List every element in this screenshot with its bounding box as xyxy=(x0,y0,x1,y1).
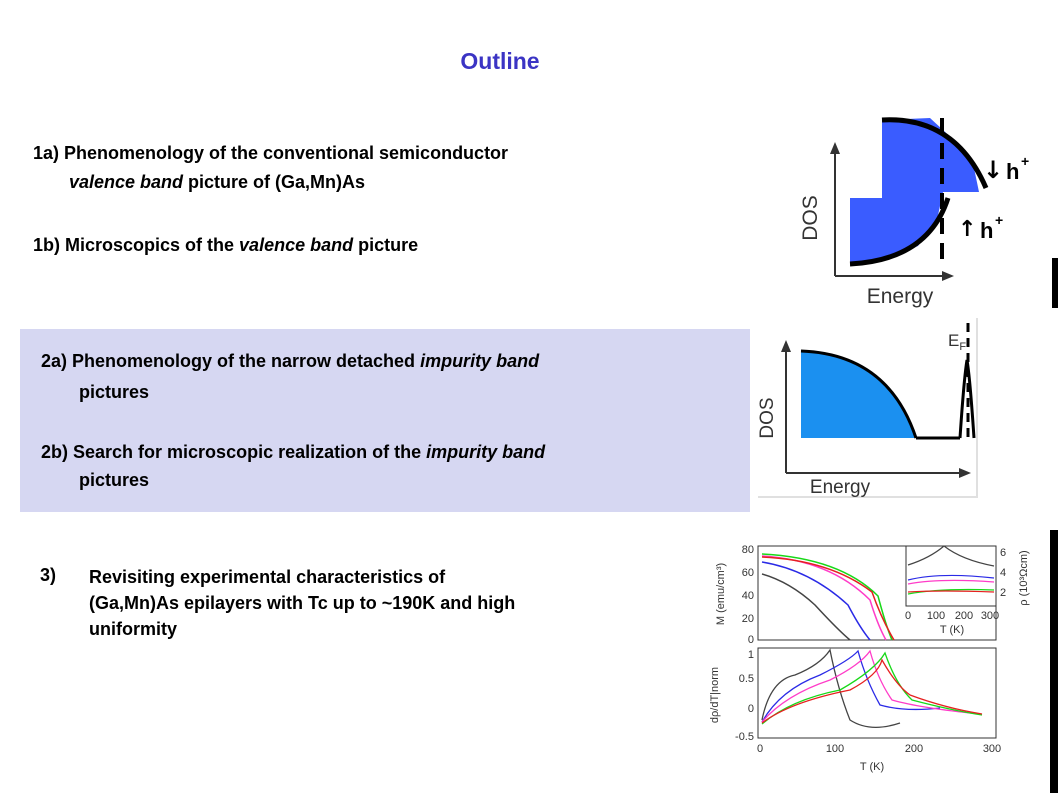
experimental-figure: 80 60 40 20 0 M (emu/cm³) 6 4 2 ρ (10³Ωc… xyxy=(709,530,1058,793)
inset-xtick: 300 xyxy=(981,610,999,622)
d-curve-magenta xyxy=(761,649,981,723)
dos-figure-valence-band: DOS Energy ↓ h + ↑ h + xyxy=(800,117,1058,308)
dos1-band-fill xyxy=(850,118,979,264)
magnetization-curves xyxy=(761,553,895,641)
rho-ylabel: ρ (10³Ωcm) xyxy=(1018,550,1030,605)
derivative-panel-frame xyxy=(757,647,997,739)
m-curve-blue xyxy=(761,561,871,641)
arrow-down-icon: ↓ xyxy=(983,156,1003,184)
rho-curve-red xyxy=(907,590,995,593)
item-2a-prefix: 2a) Phenomenology of the narrow detached xyxy=(41,351,421,371)
hole-plus-top: + xyxy=(1021,153,1029,169)
dos-figure-impurity-band: EF DOS Energy xyxy=(758,318,978,498)
d-xtick: 200 xyxy=(905,743,923,755)
edge-strip xyxy=(1052,258,1058,308)
rho-ytick: 4 xyxy=(1000,567,1006,579)
item-1a-suffix: picture of (Ga,Mn)As xyxy=(183,172,366,192)
outline-item-1b: 1b) Microscopics of the valence band pic… xyxy=(33,234,418,256)
d-curve-blue xyxy=(761,649,941,723)
outline-item-3-number: 3) xyxy=(40,565,57,585)
m-curve-gray xyxy=(761,573,851,641)
m-ytick: 60 xyxy=(742,567,754,579)
d-xtick: 0 xyxy=(757,743,763,755)
outline-item-1a: 1a) Phenomenology of the conventional se… xyxy=(33,142,508,193)
hole-label-bottom: h xyxy=(980,218,993,243)
m-ytick: 40 xyxy=(742,590,754,602)
dos2-band-fill xyxy=(801,351,916,438)
item-1b-suffix: picture xyxy=(353,235,419,255)
item-2a-line2: pictures xyxy=(79,382,150,402)
dos1-xlabel: Energy xyxy=(867,285,934,308)
edge-strip xyxy=(1050,530,1058,793)
inset-xtick: 0 xyxy=(905,610,911,622)
hole-label-top: h xyxy=(1006,159,1019,184)
item-2b-prefix: 2b) Search for microscopic realization o… xyxy=(41,442,427,462)
d-ytick: 0.5 xyxy=(739,673,754,685)
rho-ytick: 6 xyxy=(1000,547,1006,559)
d-xtick: 100 xyxy=(826,743,844,755)
outline-item-2a: 2a) Phenomenology of the narrow detached… xyxy=(41,350,539,403)
rho-curve-blue xyxy=(907,574,995,581)
m-curve-magenta xyxy=(761,555,887,641)
d-ytick: 0 xyxy=(748,703,754,715)
inset-xtick: 200 xyxy=(955,610,973,622)
d-curve-gray xyxy=(761,648,901,728)
item-1a-line2: valence band picture of (Ga,Mn)As xyxy=(69,171,508,193)
item-2b-line2: pictures xyxy=(79,470,150,490)
m-curve-red xyxy=(761,556,895,641)
m-ytick: 80 xyxy=(742,544,754,556)
rho-ytick: 2 xyxy=(1000,587,1006,599)
d-curve-red xyxy=(761,658,983,724)
d-xtick: 300 xyxy=(983,743,1001,755)
d-ytick: 1 xyxy=(748,649,754,661)
dos2-y-arrow xyxy=(781,340,791,352)
item-3-line2: (Ga,Mn)As epilayers with Tc up to ~190K … xyxy=(89,593,516,613)
dos2-x-arrow xyxy=(959,468,971,478)
dos1-upper-curve xyxy=(881,117,989,189)
item-1a-italic: valence band xyxy=(69,172,184,192)
derivative-curves xyxy=(761,648,983,728)
item-1a-line1: 1a) Phenomenology of the conventional se… xyxy=(33,143,509,163)
dos1-lower-curve xyxy=(849,197,951,267)
slide-title: Outline xyxy=(460,48,540,74)
rho-curve-green xyxy=(907,588,995,595)
m-ytick: 20 xyxy=(742,613,754,625)
arrow-up-icon: ↑ xyxy=(958,217,976,242)
dos1-x-arrow xyxy=(942,271,954,281)
impurity-band-panel xyxy=(20,329,750,512)
dos1-ylabel: DOS xyxy=(800,195,822,241)
hole-plus-bottom: + xyxy=(995,212,1003,228)
dos2-ylabel: DOS xyxy=(758,397,778,438)
d-ylabel: dρ/dT|norm xyxy=(709,667,721,723)
rho-curve-gray xyxy=(907,545,995,567)
item-3-line1: Revisiting experimental characteristics … xyxy=(89,567,446,587)
d-curve-green xyxy=(761,651,983,725)
dos1-y-arrow xyxy=(830,142,840,154)
outline-item-3: Revisiting experimental characteristics … xyxy=(89,564,515,642)
m-ylabel: M (emu/cm³) xyxy=(715,563,727,625)
dos2-ef-label: EF xyxy=(948,331,966,353)
m-ytick: 0 xyxy=(748,634,754,646)
item-2b-italic: impurity band xyxy=(426,442,546,462)
d-ytick: -0.5 xyxy=(735,731,754,743)
item-2a-italic: impurity band xyxy=(420,351,540,371)
item-3-line3: uniformity xyxy=(89,619,177,639)
d-xlabel: T (K) xyxy=(860,761,884,773)
inset-xlabel: T (K) xyxy=(940,624,964,636)
item-1b-prefix: 1b) Microscopics of the xyxy=(33,235,240,255)
item-1b-italic: valence band xyxy=(239,235,354,255)
dos2-band-curve xyxy=(800,349,918,439)
inset-xtick: 100 xyxy=(927,610,945,622)
outline-item-2b: 2b) Search for microscopic realization o… xyxy=(41,441,545,491)
dos2-xlabel: Energy xyxy=(810,477,871,498)
rho-curve-magenta xyxy=(907,579,995,585)
resistivity-curves xyxy=(907,545,995,595)
